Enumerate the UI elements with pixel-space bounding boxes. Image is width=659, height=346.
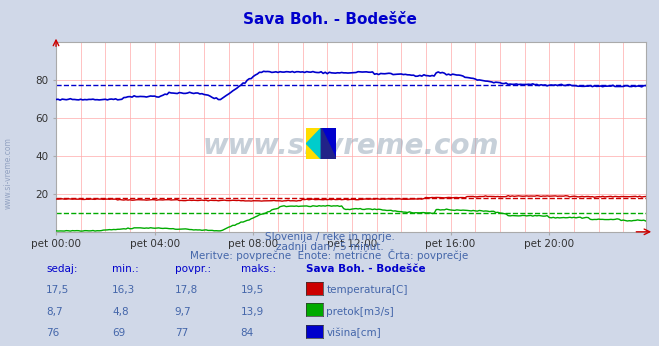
Text: 17,5: 17,5 bbox=[46, 285, 69, 295]
Text: Sava Boh. - Bodešče: Sava Boh. - Bodešče bbox=[243, 12, 416, 27]
Text: min.:: min.: bbox=[112, 264, 139, 274]
Text: 69: 69 bbox=[112, 328, 125, 338]
Text: Slovenija / reke in morje.: Slovenija / reke in morje. bbox=[264, 233, 395, 243]
Polygon shape bbox=[306, 128, 322, 159]
Polygon shape bbox=[306, 128, 322, 159]
Text: zadnji dan / 5 minut.: zadnji dan / 5 minut. bbox=[275, 242, 384, 252]
Text: 76: 76 bbox=[46, 328, 59, 338]
Text: povpr.:: povpr.: bbox=[175, 264, 211, 274]
Text: 16,3: 16,3 bbox=[112, 285, 135, 295]
Text: 84: 84 bbox=[241, 328, 254, 338]
Text: 8,7: 8,7 bbox=[46, 307, 63, 317]
Text: maks.:: maks.: bbox=[241, 264, 275, 274]
Text: sedaj:: sedaj: bbox=[46, 264, 78, 274]
Text: temperatura[C]: temperatura[C] bbox=[326, 285, 408, 295]
Text: 17,8: 17,8 bbox=[175, 285, 198, 295]
Text: www.si-vreme.com: www.si-vreme.com bbox=[203, 132, 499, 160]
Text: 13,9: 13,9 bbox=[241, 307, 264, 317]
Text: Meritve: povprečne  Enote: metrične  Črta: povprečje: Meritve: povprečne Enote: metrične Črta:… bbox=[190, 249, 469, 261]
Text: www.si-vreme.com: www.si-vreme.com bbox=[3, 137, 13, 209]
Text: višina[cm]: višina[cm] bbox=[326, 328, 381, 338]
Polygon shape bbox=[322, 128, 336, 159]
Text: 77: 77 bbox=[175, 328, 188, 338]
Text: Sava Boh. - Bodešče: Sava Boh. - Bodešče bbox=[306, 264, 426, 274]
Text: 9,7: 9,7 bbox=[175, 307, 191, 317]
Text: 4,8: 4,8 bbox=[112, 307, 129, 317]
Text: 19,5: 19,5 bbox=[241, 285, 264, 295]
Polygon shape bbox=[322, 128, 336, 159]
Text: pretok[m3/s]: pretok[m3/s] bbox=[326, 307, 394, 317]
